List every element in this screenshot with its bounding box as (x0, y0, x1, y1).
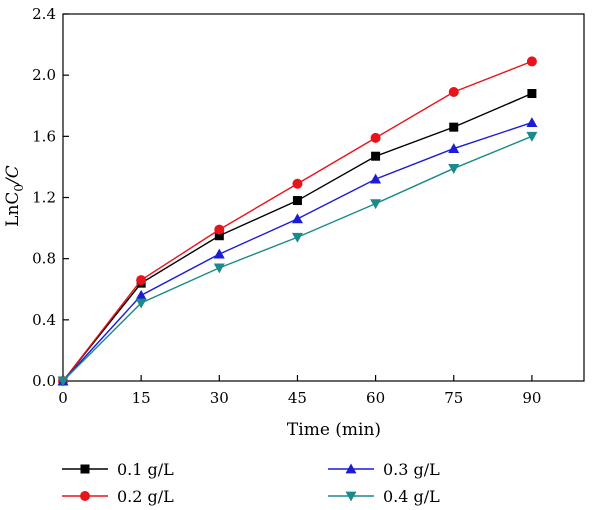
legend: 0.1 g/L 0.2 g/L 0.3 g/L 0.4 g/L (62, 460, 440, 506)
legend-label: 0.1 g/L (117, 460, 174, 479)
series-3 (57, 117, 538, 386)
series-4 (57, 131, 538, 387)
legend-marker (80, 464, 90, 474)
data-point (214, 231, 224, 241)
series-line (62, 135, 533, 382)
data-point (213, 263, 225, 274)
legend-label: 0.2 g/L (117, 487, 174, 506)
legend-item: 0.1 g/L (62, 460, 174, 479)
x-tick-label: 75 (444, 389, 463, 407)
data-point (526, 131, 538, 142)
x-tick-label: 30 (210, 389, 229, 407)
y-tick-label: 0.4 (32, 311, 56, 329)
data-point (292, 178, 303, 189)
data-point (448, 143, 460, 153)
legend-item: 0.3 g/L (328, 460, 440, 479)
plot-frame (62, 13, 585, 382)
series-2 (58, 56, 537, 386)
legend-item: 0.4 g/L (328, 487, 440, 506)
data-point (449, 122, 459, 132)
data-point (370, 199, 382, 210)
legend-item: 0.2 g/L (62, 487, 174, 506)
x-axis-title: Time (min) (287, 420, 381, 440)
data-point (291, 213, 303, 224)
x-tick-label: 60 (366, 389, 385, 407)
y-tick-label: 1.2 (32, 189, 56, 207)
data-point (291, 232, 303, 243)
x-tick-label: 0 (58, 389, 68, 407)
data-point (448, 86, 459, 97)
data-point (292, 196, 302, 206)
x-tick-label: 15 (132, 389, 151, 407)
axes: 0.0 0.4 0.8 1.2 1.6 2.0 2.4 0 15 30 45 60 75 90 (32, 5, 585, 407)
x-tick-label: 90 (522, 389, 541, 407)
legend-marker (345, 491, 357, 502)
data-point (527, 89, 537, 99)
data-point (136, 275, 147, 286)
x-tick-label: 45 (288, 389, 307, 407)
y-tick-label: 0.8 (32, 250, 56, 268)
y-axis-title: LnC0/C (3, 165, 26, 227)
data-point (214, 224, 225, 235)
legend-label: 0.3 g/L (383, 460, 440, 479)
y-tick-label: 1.6 (32, 127, 56, 145)
data-point (135, 298, 147, 309)
y-tick-label: 0.0 (32, 372, 56, 390)
y-axis-title-base: LnC (3, 192, 23, 227)
y-axis-title-rest: /C (3, 165, 23, 186)
legend-marker (80, 491, 90, 501)
data-point (370, 132, 381, 143)
y-axis-title-subscript: 0 (12, 184, 26, 192)
data-point (526, 56, 537, 67)
legend-marker (345, 463, 357, 474)
data-point (370, 173, 382, 184)
data-point (526, 117, 538, 127)
data-point (57, 376, 69, 387)
y-tick-label: 2.0 (32, 66, 56, 84)
y-tick-label: 2.4 (32, 5, 56, 23)
data-point (371, 151, 381, 161)
data-point (448, 164, 460, 174)
data-point (213, 248, 225, 259)
series-line (62, 121, 533, 382)
data-point (135, 289, 147, 300)
legend-label: 0.4 g/L (383, 487, 440, 506)
series-group (57, 56, 538, 387)
